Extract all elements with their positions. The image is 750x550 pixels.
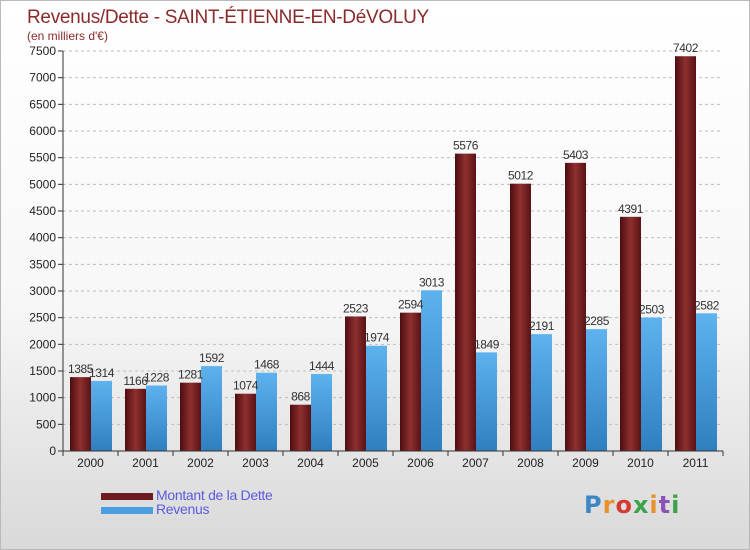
logo-letter: x xyxy=(632,491,650,519)
x-tick-label: 2009 xyxy=(572,456,599,470)
x-tick-label: 2008 xyxy=(517,456,544,470)
y-tick-label: 3000 xyxy=(29,284,56,298)
legend-label-revenus: Revenus xyxy=(156,501,210,517)
bar-revenus xyxy=(366,345,387,451)
y-axis-ticks: 0 500 1000 1500 2000 2500 3000 3500 4000 4500 5000… xyxy=(29,44,63,458)
data-label: 1074 xyxy=(233,379,259,393)
x-tick-label: 2001 xyxy=(132,456,159,470)
bar-dette xyxy=(565,162,586,451)
chart-subtitle: (en milliers d'€) xyxy=(27,29,108,43)
y-tick-label: 4500 xyxy=(29,204,56,218)
bar-dette xyxy=(70,377,91,451)
y-tick-label: 2500 xyxy=(29,311,56,325)
y-tick-label: 7500 xyxy=(29,44,56,58)
y-tick-label: 5500 xyxy=(29,151,56,165)
bar-revenus xyxy=(641,317,662,451)
data-label: 1314 xyxy=(89,366,115,380)
data-label: 2582 xyxy=(694,298,720,312)
data-label: 1444 xyxy=(309,359,335,373)
data-label: 7402 xyxy=(673,41,699,55)
y-tick-label: 1000 xyxy=(29,391,56,405)
y-tick-label: 6500 xyxy=(29,97,56,111)
data-label: 1385 xyxy=(68,362,94,376)
bar-revenus xyxy=(476,352,497,451)
bar-revenus xyxy=(421,290,442,451)
data-label: 4391 xyxy=(618,202,644,216)
bar-revenus xyxy=(311,373,332,451)
bar-dette xyxy=(675,56,696,452)
chart-title: Revenus/Dette - SAINT-ÉTIENNE-EN-DéVOLUY xyxy=(27,7,429,28)
y-tick-label: 4000 xyxy=(29,231,56,245)
y-tick-label: 500 xyxy=(36,417,56,431)
data-label: 2523 xyxy=(343,301,369,315)
y-tick-label: 1500 xyxy=(29,364,56,378)
logo-letter: r xyxy=(602,491,616,519)
bar-dette xyxy=(400,312,421,451)
bar-revenus xyxy=(256,372,277,451)
logo-letter: o xyxy=(615,491,633,519)
x-tick-label: 2000 xyxy=(77,456,104,470)
bar-dette xyxy=(620,216,641,451)
y-tick-label: 2000 xyxy=(29,337,56,351)
bar-revenus xyxy=(586,329,607,451)
data-label: 1974 xyxy=(364,331,390,345)
bar-dette xyxy=(345,316,366,451)
data-label: 5012 xyxy=(508,169,534,183)
data-label: 868 xyxy=(291,390,311,404)
bar-revenus xyxy=(696,313,717,451)
bar-dette xyxy=(510,183,531,451)
x-tick-label: 2007 xyxy=(462,456,489,470)
bar-revenus xyxy=(146,385,167,451)
bar-dette xyxy=(455,153,476,451)
x-tick-label: 2011 xyxy=(683,456,709,470)
bars xyxy=(70,56,717,452)
x-tick-label: 2006 xyxy=(407,456,434,470)
data-label: 5403 xyxy=(563,148,589,162)
data-label: 2594 xyxy=(398,298,424,312)
x-tick-label: 2005 xyxy=(352,456,379,470)
bar-dette xyxy=(290,404,311,451)
legend-swatch-dette xyxy=(101,493,153,500)
x-tick-label: 2010 xyxy=(627,456,654,470)
legend-swatch-revenus xyxy=(101,507,153,514)
y-tick-label: 3500 xyxy=(29,257,56,271)
data-label: 2503 xyxy=(639,303,665,317)
data-label: 2285 xyxy=(584,314,610,328)
legend-label-dette: Montant de la Dette xyxy=(156,487,273,503)
data-label: 2191 xyxy=(529,319,555,333)
data-label: 1849 xyxy=(474,337,500,351)
x-tick-label: 2003 xyxy=(242,456,269,470)
data-label: 1166 xyxy=(123,374,148,388)
data-label: 1281 xyxy=(178,368,204,382)
y-tick-label: 6000 xyxy=(29,124,56,138)
bar-revenus xyxy=(531,334,552,451)
bar-dette xyxy=(235,393,256,451)
logo-letter: i xyxy=(649,491,659,519)
x-tick-label: 2002 xyxy=(187,456,214,470)
data-label: 5576 xyxy=(453,139,479,153)
bar-dette xyxy=(125,388,146,451)
x-axis-ticks: 2000 2001 2002 2003 2004 2005 2006 2007 2008 2009… xyxy=(62,451,724,470)
logo-letter: t xyxy=(658,491,672,519)
bar-revenus xyxy=(91,380,112,451)
y-tick-label: 7000 xyxy=(29,71,56,85)
grid-lines xyxy=(63,50,723,425)
y-tick-label: 0 xyxy=(49,444,56,458)
y-tick-label: 5000 xyxy=(29,177,56,191)
logo-letter: i xyxy=(671,491,681,519)
data-label: 1592 xyxy=(199,351,225,365)
data-label: 1228 xyxy=(144,371,170,385)
data-label: 3013 xyxy=(419,275,445,289)
bar-revenus xyxy=(201,366,222,451)
proxiti-logo: Proxiti xyxy=(584,491,680,519)
logo-letter: P xyxy=(584,491,603,519)
bar-dette xyxy=(180,382,201,451)
x-tick-label: 2004 xyxy=(297,456,324,470)
data-label: 1468 xyxy=(254,358,280,372)
